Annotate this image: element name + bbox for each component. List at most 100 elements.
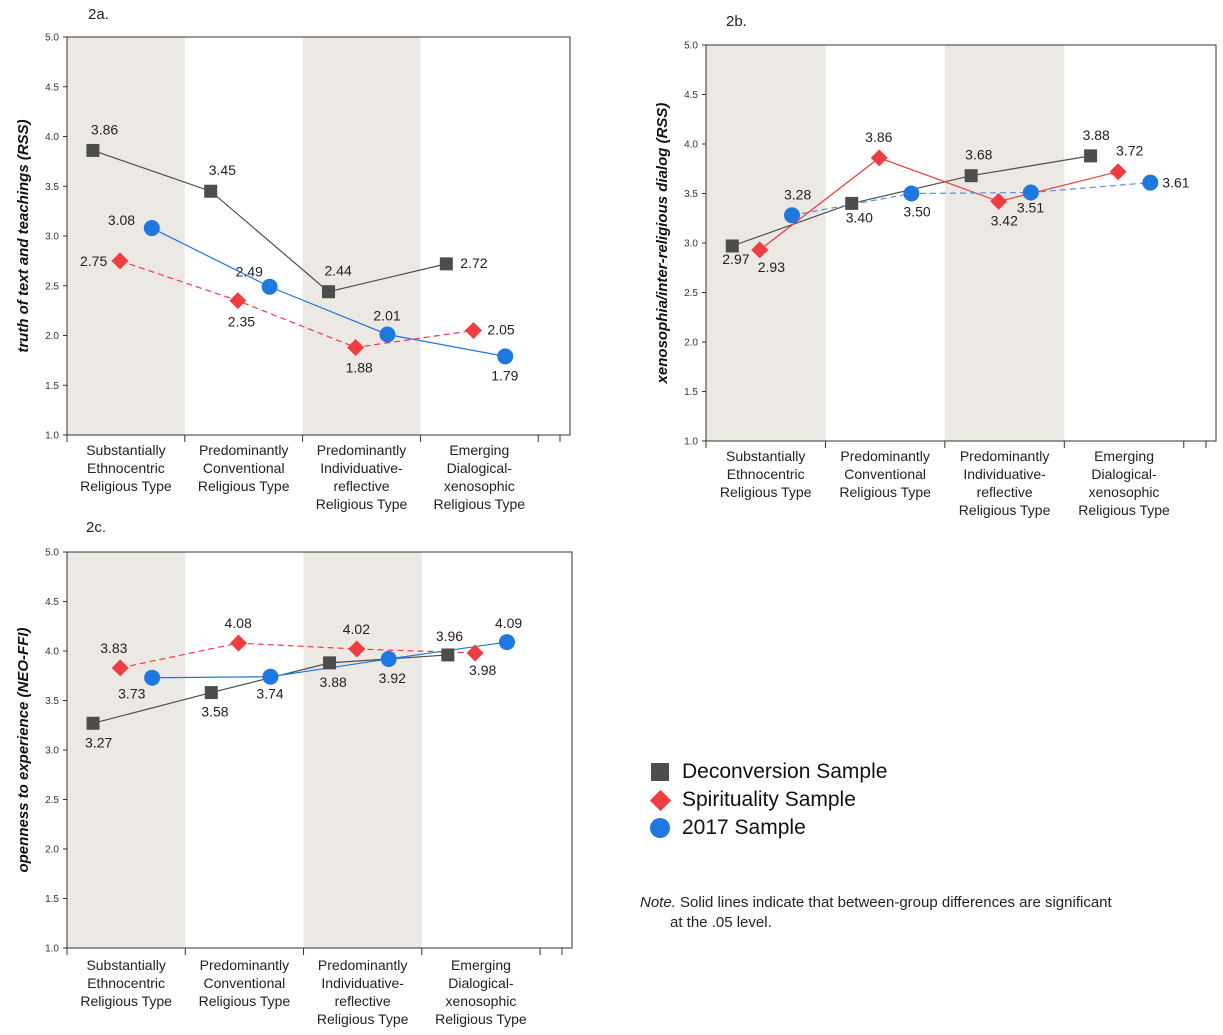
data-point-circle [379,326,396,343]
chart-panel-2c: 1.0 1.5 2.0 2.5 3.0 3.5 4.0 4.5 5.0 Substantially… [15,519,573,1027]
category-band [67,552,186,948]
y-tick-label: 3.0 [45,232,59,243]
data-point-circle [497,348,514,365]
data-label: 3.88 [320,674,347,690]
data-point-diamond [990,192,1008,210]
data-point-diamond [464,322,482,340]
data-point-square [1084,149,1098,163]
data-point-circle [144,669,161,686]
x-category-label: Emerging Dialogical-xenosophic Religious T… [434,442,526,512]
y-axis-label: truth of text and teachings (RSS) [15,119,32,352]
x-category-label: Substantially Ethnocentric Religious Type [80,957,172,1009]
category-band [67,37,185,435]
data-label: 3.61 [1162,175,1189,191]
data-point-square [441,648,455,662]
data-point-square [439,257,453,271]
data-point-square [845,196,859,210]
series-line-2 [151,227,506,357]
y-tick-label: 2.0 [45,845,59,856]
category-band [302,37,421,435]
x-category-label: Predominantly Individuative-reflective Rel… [316,442,408,512]
y-tick-label: 1.5 [45,894,59,905]
data-point-square [204,184,218,198]
data-point-circle [261,278,278,295]
x-category-label: Predominantly Individuative-reflective Rel… [317,957,409,1027]
data-point-diamond [229,634,247,652]
data-point-circle [783,207,800,224]
square-marker-icon [650,762,670,782]
panel-label: 2c. [86,519,106,536]
y-tick-label: 2.5 [45,795,59,806]
data-point-circle [498,634,515,651]
data-label: 2.97 [722,251,749,267]
data-label: 3.08 [108,212,135,228]
data-label: 1.88 [346,359,373,375]
data-point-square [86,716,100,730]
data-label: 2.75 [80,253,107,269]
x-category-label: Predominantly Conventional Religious Type [839,448,931,500]
data-label: 2.01 [373,308,400,324]
x-category-label: Substantially Ethnocentric Religious Type [720,448,812,500]
legend-label: 2017 Sample [682,816,806,839]
y-tick-label: 3.0 [684,239,698,250]
diamond-marker-icon [649,789,671,811]
data-label: 2.35 [228,314,255,330]
data-label: 3.27 [85,734,112,750]
data-point-square [323,656,337,670]
data-point-square [964,169,978,183]
chart-panel-2a: 1.0 1.5 2.0 2.5 3.0 3.5 4.0 4.5 5.0 Substantially… [15,6,571,512]
y-tick-label: 4.5 [684,90,698,101]
data-label: 2.72 [460,255,487,271]
series-line-1 [759,157,1119,251]
y-tick-label: 4.5 [45,82,59,93]
data-label: 3.86 [865,129,892,145]
x-category-label: Substantially Ethnocentric Religious Type [80,442,172,494]
category-band [944,45,1065,441]
data-point-diamond [347,338,365,356]
category-band [303,552,422,948]
data-point-square [725,239,739,253]
data-label: 2.44 [325,263,352,279]
x-category-label: Predominantly Conventional Religious Type [198,442,290,494]
x-category-label: Emerging Dialogical-xenosophic Religious T… [1078,448,1170,518]
y-tick-label: 4.5 [45,597,59,608]
y-tick-label: 2.5 [684,288,698,299]
y-tick-label: 5.0 [684,41,698,52]
category-band [706,45,826,441]
data-label: 4.02 [343,621,370,637]
data-label: 1.79 [491,367,518,383]
y-tick-label: 1.0 [684,437,698,448]
data-label: 3.92 [379,670,406,686]
data-point-circle [262,668,279,685]
data-label: 4.08 [224,615,251,631]
data-label: 3.72 [1116,143,1143,159]
legend-label: Deconversion Sample [682,760,888,783]
series-line-1 [120,642,476,669]
note-text-line2: at the .05 level. [670,914,772,931]
y-tick-label: 3.5 [45,696,59,707]
data-label: 3.51 [1017,200,1044,216]
y-tick-label: 4.0 [684,140,698,151]
y-tick-label: 3.5 [684,189,698,200]
data-label: 2.05 [487,322,514,338]
data-label: 4.09 [495,615,522,631]
chart-panel-2b: 1.0 1.5 2.0 2.5 3.0 3.5 4.0 4.5 5.0 Substantially… [654,13,1217,518]
y-tick-label: 3.5 [45,182,59,193]
data-point-diamond [111,659,129,677]
y-tick-label: 5.0 [45,548,59,559]
legend: Deconversion Sample Spirituality Sample … [649,758,888,842]
data-point-diamond [1109,163,1127,181]
y-tick-label: 2.5 [45,281,59,292]
figure-note: Note. Solid lines indicate that between-… [640,893,1210,933]
x-category-label: Predominantly Individuative-reflective Rel… [959,448,1051,518]
data-point-diamond [751,241,769,259]
y-axis-label: xenosophia/inter-religious dialog (RSS) [654,103,671,385]
data-point-circle [380,650,397,667]
y-tick-label: 4.0 [45,132,59,143]
note-label: Note. [640,894,676,911]
data-point-circle [143,220,160,237]
data-label: 2.49 [236,264,263,280]
circle-marker-icon [650,818,670,838]
data-label: 3.86 [91,121,118,137]
